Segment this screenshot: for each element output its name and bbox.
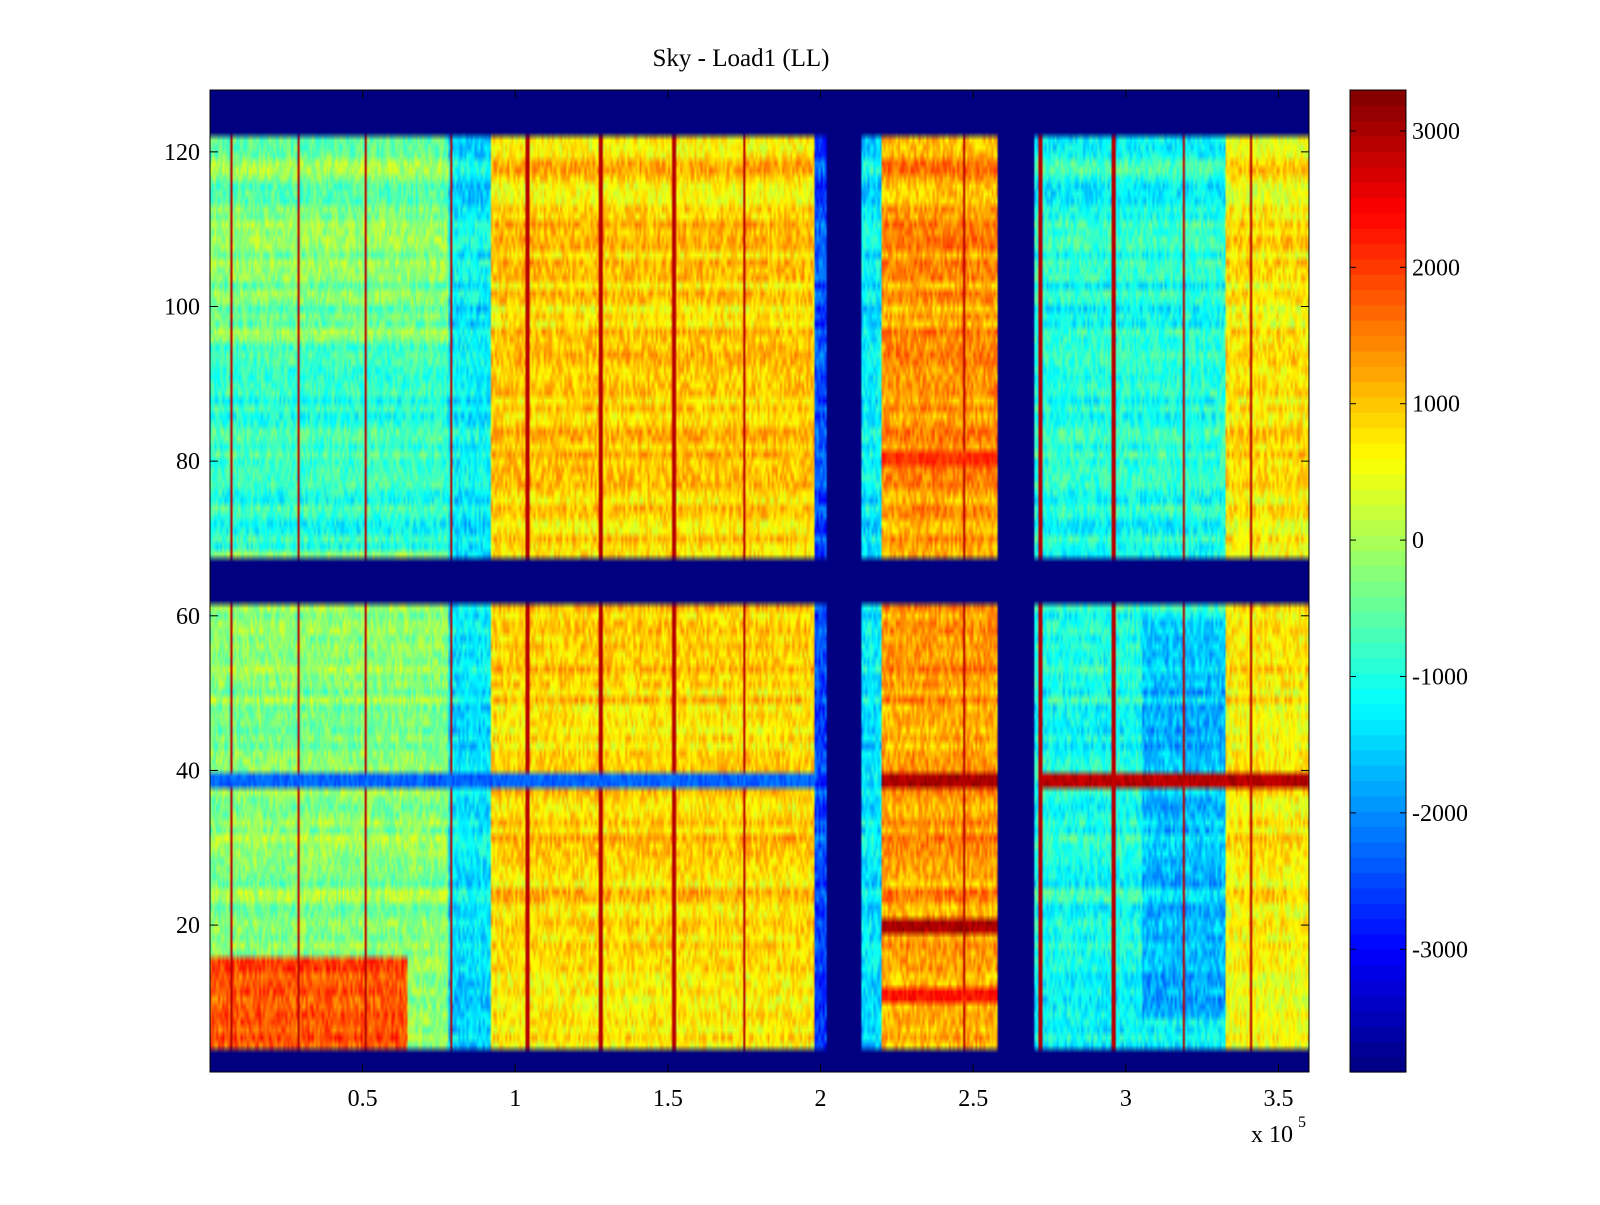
colorbar-tick-label: 1000 [1412, 392, 1460, 418]
colorbar-segment [1350, 1010, 1406, 1027]
colorbar-segment [1350, 611, 1406, 628]
colorbar-segment [1350, 504, 1406, 521]
colorbar-segment [1350, 151, 1406, 168]
colorbar-segment [1350, 841, 1406, 858]
colorbar-segment [1350, 887, 1406, 904]
colorbar-segment [1350, 719, 1406, 736]
colorbar-segment [1350, 289, 1406, 306]
colorbar-segment [1350, 274, 1406, 291]
axes-frame [209, 89, 1310, 1073]
colorbar-segment [1350, 857, 1406, 874]
colorbar-segment [1350, 120, 1406, 137]
y-tick-label: 100 [164, 295, 200, 321]
colorbar: -3000 -2000 -1000 0 1000 2000 3000 [1349, 89, 1468, 1073]
colorbar-tick-label: 2000 [1412, 255, 1460, 281]
y-tick-label: 60 [176, 604, 200, 630]
colorbar-segment [1350, 488, 1406, 505]
colorbar-segment [1350, 949, 1406, 966]
colorbar-segment [1350, 350, 1406, 367]
x-tick-label: 1.5 [653, 1086, 683, 1112]
colorbar-segment [1350, 197, 1406, 214]
colorbar-segment [1350, 765, 1406, 782]
colorbar-segment [1350, 903, 1406, 920]
colorbar-segment [1350, 228, 1406, 245]
colorbar-segment [1350, 381, 1406, 398]
colorbar-tick-label: -3000 [1412, 937, 1468, 963]
x-tick-label: 3.5 [1263, 1086, 1293, 1112]
colorbar-segment [1350, 519, 1406, 536]
colorbar-frame [1349, 89, 1407, 1073]
colorbar-segment [1350, 795, 1406, 812]
colorbar-segment [1350, 657, 1406, 674]
colorbar-segment [1350, 1025, 1406, 1042]
y-tick-label: 80 [176, 449, 200, 475]
colorbar-segment [1350, 1056, 1406, 1073]
colorbar-segment [1350, 642, 1406, 659]
x-tick-label: 2.5 [958, 1086, 988, 1112]
plot-area [210, 90, 1309, 1072]
colorbar-segment [1350, 995, 1406, 1012]
y-tick-label: 40 [176, 758, 200, 784]
colorbar-tick-label: 0 [1412, 528, 1424, 554]
colorbar-segment [1350, 550, 1406, 567]
colorbar-segment [1350, 734, 1406, 751]
colorbar-segment [1350, 304, 1406, 321]
colorbar-segment [1350, 396, 1406, 413]
x-multiplier-exponent: 5 [1298, 1114, 1306, 1131]
colorbar-segment [1350, 1041, 1406, 1058]
colorbar-segment [1350, 826, 1406, 843]
colorbar-segment [1350, 442, 1406, 459]
colorbar-segment [1350, 872, 1406, 889]
colorbar-segment [1350, 243, 1406, 260]
colorbar-segment [1350, 673, 1406, 690]
heatmap-image [210, 90, 1309, 1072]
colorbar-segment [1350, 258, 1406, 275]
colorbar-segment [1350, 979, 1406, 996]
colorbar-segment [1350, 581, 1406, 597]
colorbar-segment [1350, 90, 1406, 106]
colorbar-segment [1350, 749, 1406, 766]
colorbar-segment [1350, 627, 1406, 643]
colorbar-segment [1350, 703, 1406, 720]
x-tick-label: 3 [1120, 1086, 1132, 1112]
chart-title: Sky - Load1 (LL) [652, 45, 829, 72]
colorbar-tick-label: -2000 [1412, 801, 1468, 827]
colorbar-segment [1350, 182, 1406, 199]
colorbar-segment [1350, 320, 1406, 337]
colorbar-segment [1350, 473, 1406, 490]
colorbar-segment [1350, 136, 1406, 152]
axes: 0.5 1 1.5 2 2.5 3 3.5 20 40 60 80 100 120 [164, 89, 1310, 1112]
colorbar-segment [1350, 811, 1406, 828]
colorbar-segment [1350, 565, 1406, 582]
colorbar-segment [1350, 105, 1406, 122]
colorbar-segment [1350, 366, 1406, 383]
colorbar-segment [1350, 933, 1406, 950]
x-tick-label: 2 [815, 1086, 827, 1112]
colorbar-segment [1350, 918, 1406, 935]
colorbar-segment [1350, 596, 1406, 613]
colorbar-segment [1350, 427, 1406, 444]
colorbar-segment [1350, 688, 1406, 705]
colorbar-tick-label: 3000 [1412, 119, 1460, 145]
y-tick-label: 120 [164, 140, 200, 166]
colorbar-segment [1350, 534, 1406, 551]
colorbar-segment [1350, 166, 1406, 183]
colorbar-segment [1350, 458, 1406, 475]
x-tick-label: 0.5 [348, 1086, 378, 1112]
x-multiplier-text: x 10 [1251, 1122, 1293, 1148]
x-tick-label: 1 [509, 1086, 521, 1112]
y-tick-label: 20 [176, 913, 200, 939]
colorbar-segment [1350, 212, 1406, 229]
colorbar-segment [1350, 780, 1406, 797]
colorbar-tick-label: -1000 [1412, 664, 1468, 690]
colorbar-segment [1350, 964, 1406, 981]
x-multiplier: x 10 5 [1251, 1114, 1306, 1148]
colorbar-segment [1350, 335, 1406, 352]
colorbar-segment [1350, 412, 1406, 429]
